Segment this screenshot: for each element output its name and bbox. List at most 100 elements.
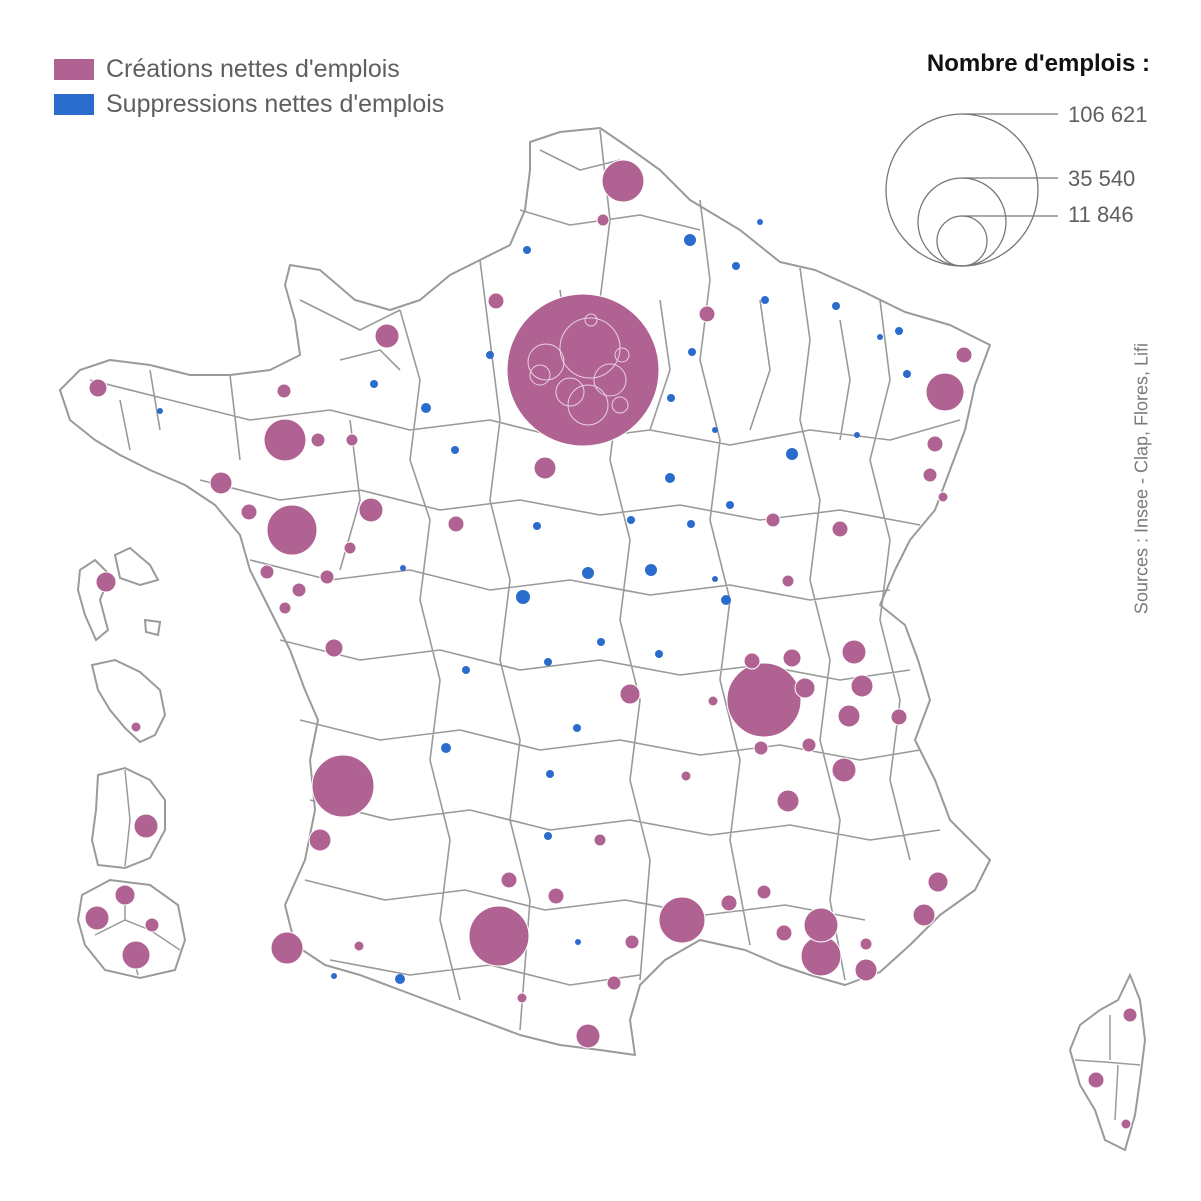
source-note: Sources : Insee - Clap, Flores, Lifi <box>1131 342 1152 615</box>
suppression-bubble-saverne <box>903 370 911 378</box>
creation-bubble-vendee <box>259 564 275 580</box>
creation-bubble-tours <box>447 515 465 533</box>
suppression-bubble-haute-marne <box>786 448 798 460</box>
creation-bubble-montauban <box>500 871 518 889</box>
creation-bubble-nice <box>927 871 949 893</box>
suppression-bubble-nevers <box>582 567 594 579</box>
suppression-bubble-chatellerault <box>400 565 406 571</box>
corsica <box>1068 972 1147 1152</box>
creation-bubble-narbonne <box>606 975 622 991</box>
creation-bubble-reunion-n <box>114 884 136 906</box>
legend-swatch-suppressions <box>54 94 94 115</box>
creation-bubble-rodez <box>593 833 607 847</box>
legend-item-suppressions: Suppressions nettes d'emplois <box>54 87 444 122</box>
suppression-bubble-moulins <box>597 638 605 646</box>
suppression-bubble-troyes <box>665 473 675 483</box>
creation-bubbles <box>84 159 1138 1130</box>
creation-bubble-clermont <box>619 683 641 705</box>
suppression-bubble-beaune <box>712 576 718 582</box>
creation-bubble-bordeaux <box>311 754 375 818</box>
suppression-bubble-sedan <box>761 296 769 304</box>
creation-bubble-aix <box>803 907 839 943</box>
suppression-bubble-valenciennes <box>684 234 696 246</box>
internal-borders <box>89 129 961 1031</box>
size-legend-circle-small <box>936 215 988 267</box>
creation-bubble-roanne <box>707 695 719 707</box>
creation-bubble-reunion-e <box>144 917 160 933</box>
creation-bubble-rouen <box>487 292 505 310</box>
size-legend <box>885 113 1058 267</box>
creation-bubble-reims <box>698 305 716 323</box>
suppression-bubble-autun <box>645 564 657 576</box>
creation-bubble-cholet <box>343 541 357 555</box>
creation-bubble-nimes <box>720 894 738 912</box>
suppression-bubble-auxerre <box>687 520 695 528</box>
creation-bubble-lepuy <box>680 770 692 782</box>
suppression-bubble-chatillon <box>726 501 734 509</box>
size-legend-circle-large <box>885 113 1039 267</box>
creation-bubble-colmar <box>926 435 944 453</box>
creation-bubble-guadeloupe <box>95 571 117 593</box>
creation-bubble-nantes <box>266 504 318 556</box>
creation-bubble-stbrieuc <box>276 383 292 399</box>
creation-bubble-isere-n <box>801 737 817 753</box>
creation-bubble-annecy <box>841 639 867 665</box>
creation-bubble-toulon <box>854 958 878 982</box>
size-legend-title: Nombre d'emplois : <box>926 50 1150 77</box>
suppression-bubble-vierzon <box>533 522 541 530</box>
suppression-bubble-chalon <box>721 595 731 605</box>
creation-bubble-foix <box>516 992 528 1004</box>
creation-bubble-portovecchio <box>1120 1118 1132 1130</box>
suppression-bubble-vire <box>370 380 378 388</box>
creation-bubble-paris <box>506 293 660 447</box>
guyane-inner-border <box>124 769 131 867</box>
creation-bubble-orleans <box>533 456 557 480</box>
creation-bubble-dijon <box>765 512 781 528</box>
creation-bubble-laval <box>345 433 359 447</box>
creation-bubble-reunion-s <box>121 940 151 970</box>
suppression-bubble-epinal <box>854 432 860 438</box>
suppression-bubble-forbach <box>877 334 883 340</box>
creation-bubble-lyon <box>726 662 802 738</box>
guadeloupe-outline <box>76 546 162 642</box>
guyane-outline <box>90 766 166 870</box>
creation-bubble-savoie-e <box>890 708 908 726</box>
suppression-bubble-alencon <box>421 403 431 413</box>
creation-bubble-larochelle <box>324 638 344 658</box>
size-legend-circle-medium <box>917 177 1007 267</box>
creation-bubble-arcachon <box>308 828 332 852</box>
suppression-bubble-abbeville <box>523 246 531 254</box>
size-legend-label-medium: 35 540 <box>1068 166 1135 191</box>
suppression-bubble-cahors <box>544 832 552 840</box>
suppression-bubble-bourges <box>516 590 530 604</box>
creation-bubble-besancon <box>831 520 849 538</box>
suppression-bubble-chartres <box>451 446 459 454</box>
creation-bubble-cannes <box>912 903 936 927</box>
suppression-bubbles <box>157 219 911 984</box>
creation-bubble-reunion-w <box>84 905 110 931</box>
creation-bubble-montpellier <box>658 896 706 944</box>
creation-bubble-niort <box>291 582 307 598</box>
creation-bubble-avignon <box>756 884 772 900</box>
creation-bubble-bayonne <box>270 931 304 965</box>
creation-bubble-beziers <box>624 934 640 950</box>
creation-bubble-guyane <box>133 813 159 839</box>
creation-bubble-stmalo <box>310 432 326 448</box>
creation-bubble-bastia <box>1122 1007 1138 1023</box>
suppression-bubble-vichy <box>655 650 663 658</box>
suppression-bubble-montlucon <box>544 658 552 666</box>
creation-bubble-villefranche <box>743 652 761 670</box>
creation-bubble-loire <box>753 740 769 756</box>
creation-bubble-arles <box>775 924 793 942</box>
creation-bubble-grenoble-n <box>837 704 861 728</box>
creation-bubble-poitiers <box>319 569 335 585</box>
paris-sub-bubbles <box>527 313 630 426</box>
suppression-bubble-epernay <box>667 394 675 402</box>
creation-bubble-valence <box>776 789 800 813</box>
creation-bubble-albi <box>547 887 565 905</box>
martinique-outline <box>90 658 167 744</box>
legend-item-creations: Créations nettes d'emplois <box>54 52 444 87</box>
creation-bubble-haguenau <box>955 346 973 364</box>
